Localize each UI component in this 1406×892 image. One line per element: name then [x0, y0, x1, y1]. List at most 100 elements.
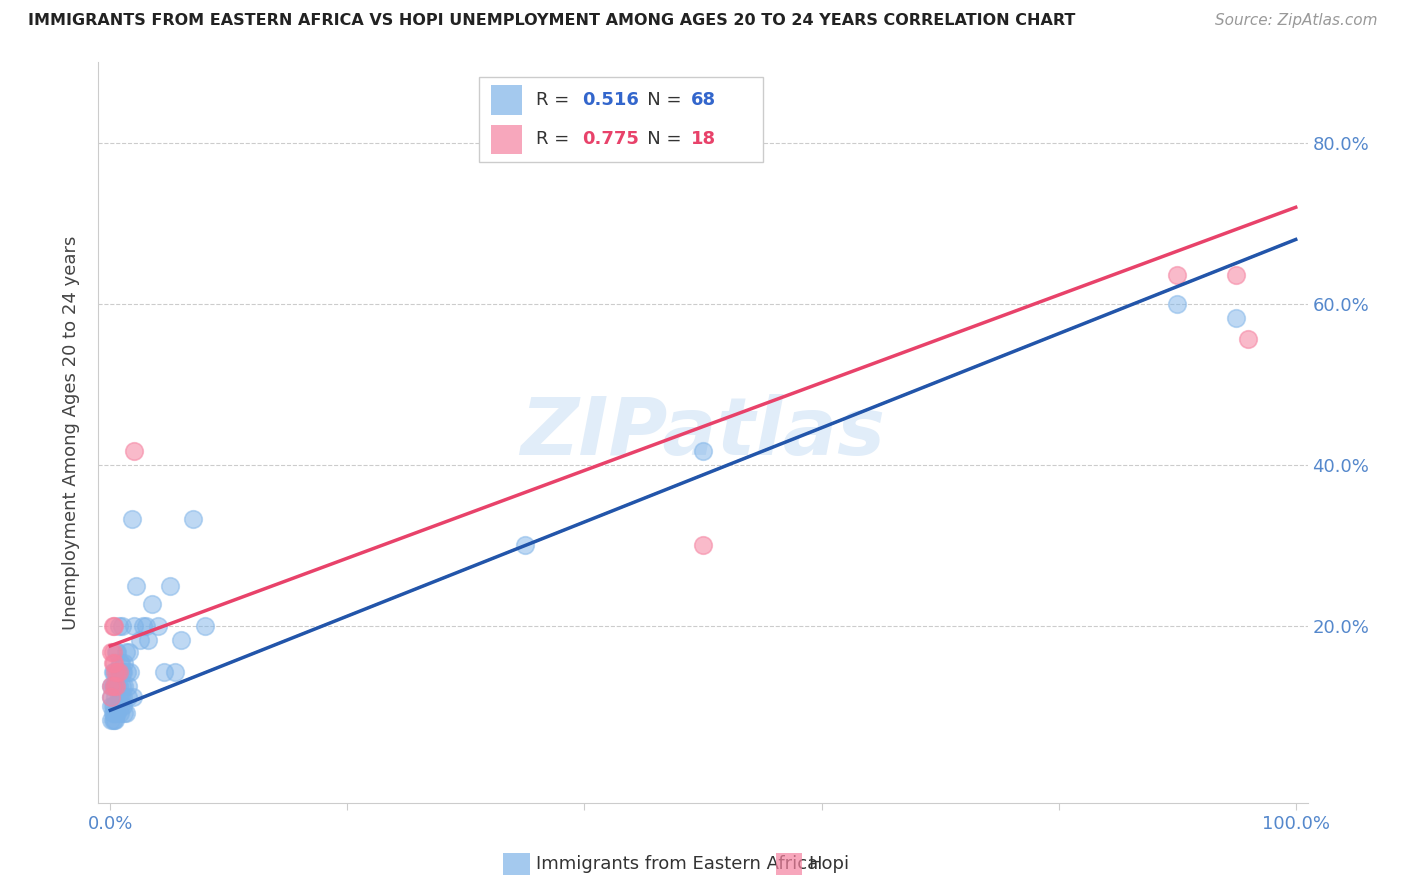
Point — [181, 512, 204, 526]
Point — [115, 665, 138, 679]
Point — [112, 699, 135, 714]
Point — [118, 645, 141, 659]
Bar — [776, 853, 803, 875]
Point — [105, 645, 128, 659]
Bar — [503, 853, 530, 875]
Point — [100, 699, 122, 714]
Point — [146, 619, 169, 633]
Point — [110, 699, 132, 714]
Text: N =: N = — [630, 91, 688, 109]
Point — [117, 690, 139, 705]
Point — [100, 690, 122, 705]
Point — [103, 679, 125, 693]
Point — [114, 706, 136, 721]
Point — [100, 690, 122, 705]
Point — [101, 645, 124, 659]
Point — [692, 538, 714, 552]
Point — [103, 665, 125, 679]
Point — [114, 706, 136, 721]
Point — [105, 645, 128, 659]
Point — [692, 444, 714, 458]
Point — [129, 633, 152, 648]
Point — [111, 679, 134, 693]
Point — [103, 713, 125, 727]
Point — [100, 713, 122, 727]
Y-axis label: Unemployment Among Ages 20 to 24 years: Unemployment Among Ages 20 to 24 years — [62, 235, 80, 630]
Point — [111, 665, 134, 679]
Point — [104, 713, 127, 727]
Point — [110, 690, 132, 705]
Point — [165, 665, 187, 679]
Point — [122, 444, 145, 458]
Point — [104, 679, 127, 693]
Point — [135, 619, 157, 633]
Point — [101, 656, 124, 670]
Point — [108, 656, 131, 670]
Bar — [492, 86, 522, 115]
Text: 68: 68 — [690, 91, 716, 109]
Point — [101, 706, 124, 721]
Point — [1225, 310, 1247, 325]
Point — [101, 679, 124, 693]
Point — [105, 679, 128, 693]
Point — [152, 665, 174, 679]
Bar — [479, 78, 763, 162]
Point — [1225, 268, 1247, 282]
Point — [108, 706, 131, 721]
Point — [170, 633, 193, 648]
Point — [111, 619, 134, 633]
Point — [515, 538, 537, 552]
Point — [105, 665, 128, 679]
Point — [104, 665, 127, 679]
Point — [159, 578, 181, 592]
Point — [103, 706, 125, 721]
Text: ZIPatlas: ZIPatlas — [520, 393, 886, 472]
Point — [120, 665, 142, 679]
Point — [107, 665, 129, 679]
Point — [108, 665, 131, 679]
Point — [103, 699, 125, 714]
Point — [114, 656, 136, 670]
Text: Immigrants from Eastern Africa: Immigrants from Eastern Africa — [536, 855, 818, 873]
Point — [104, 690, 127, 705]
Point — [105, 665, 128, 679]
Point — [100, 679, 122, 693]
Text: 0.516: 0.516 — [582, 91, 638, 109]
Point — [117, 679, 139, 693]
Text: R =: R = — [536, 91, 575, 109]
Point — [114, 645, 136, 659]
Point — [105, 706, 128, 721]
Point — [194, 619, 217, 633]
Point — [101, 699, 124, 714]
Point — [1166, 268, 1188, 282]
Point — [136, 633, 159, 648]
Point — [1237, 332, 1260, 346]
Point — [121, 690, 143, 705]
Point — [1166, 297, 1188, 311]
Text: Source: ZipAtlas.com: Source: ZipAtlas.com — [1215, 13, 1378, 29]
Text: 0.775: 0.775 — [582, 130, 638, 148]
Text: Hopi: Hopi — [808, 855, 849, 873]
Point — [101, 713, 124, 727]
Point — [100, 679, 122, 693]
Text: IMMIGRANTS FROM EASTERN AFRICA VS HOPI UNEMPLOYMENT AMONG AGES 20 TO 24 YEARS CO: IMMIGRANTS FROM EASTERN AFRICA VS HOPI U… — [28, 13, 1076, 29]
Point — [141, 597, 163, 611]
Point — [125, 578, 148, 592]
Point — [112, 690, 135, 705]
Point — [107, 690, 129, 705]
Point — [107, 619, 129, 633]
Point — [101, 665, 124, 679]
Point — [101, 619, 124, 633]
Point — [100, 645, 122, 659]
Text: N =: N = — [630, 130, 688, 148]
Point — [110, 656, 132, 670]
Bar — [492, 125, 522, 154]
Point — [105, 706, 128, 721]
Point — [103, 619, 125, 633]
Point — [122, 619, 145, 633]
Point — [112, 665, 135, 679]
Point — [107, 679, 129, 693]
Point — [114, 679, 136, 693]
Point — [105, 679, 128, 693]
Point — [103, 656, 125, 670]
